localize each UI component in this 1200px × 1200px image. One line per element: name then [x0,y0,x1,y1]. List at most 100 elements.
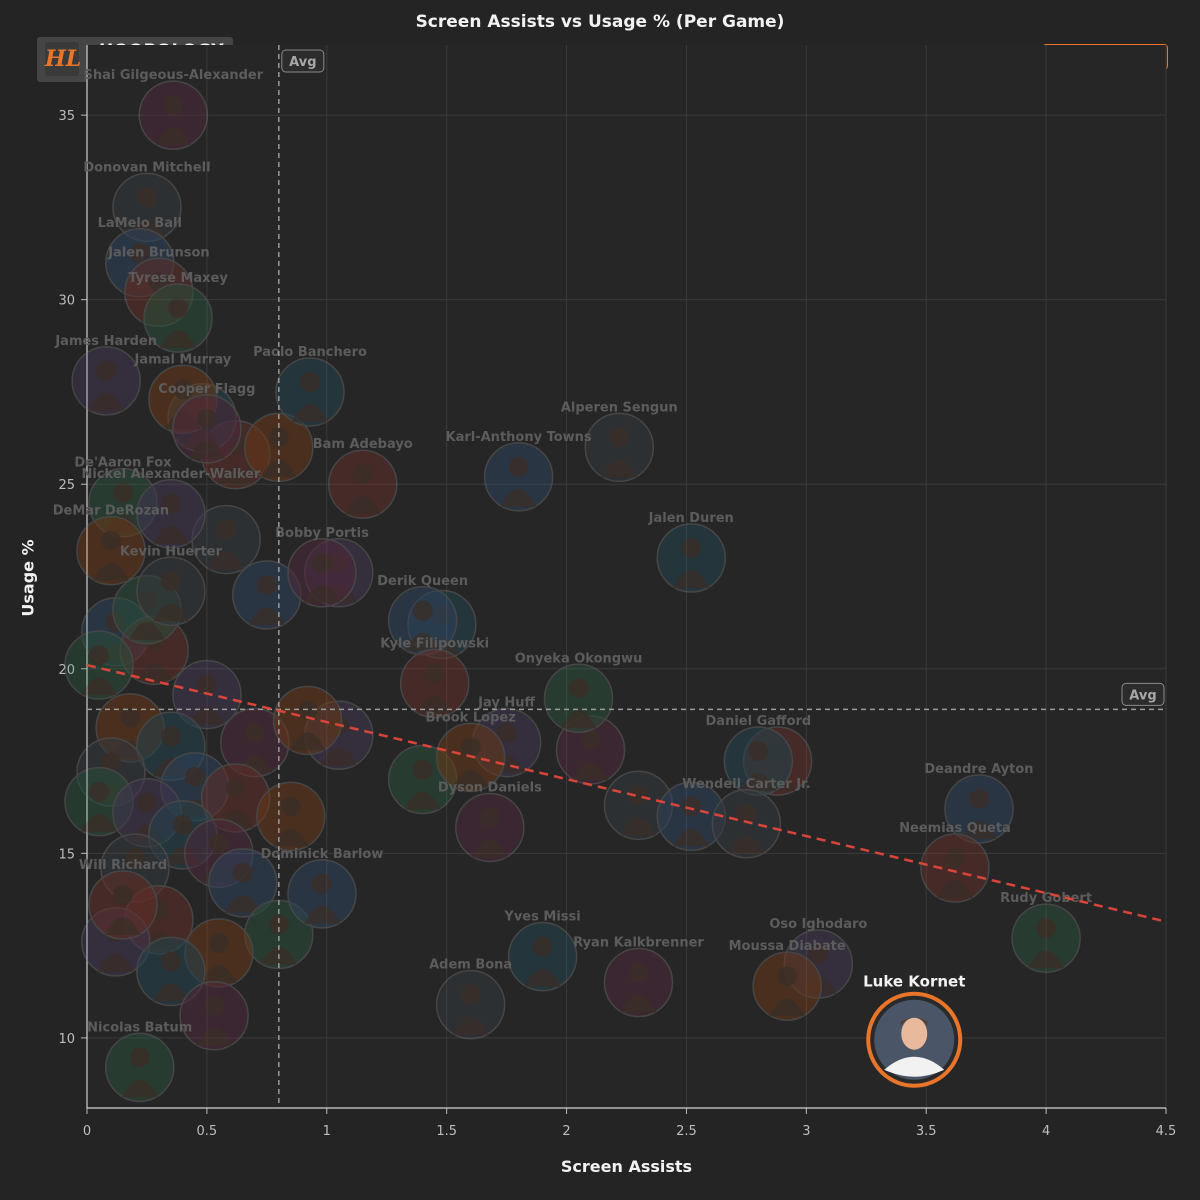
player-head [681,796,702,817]
player-head [216,519,237,540]
player-shoulders [303,905,340,924]
player-head [352,464,373,485]
player-head [268,914,289,935]
player-name-label: Neemias Queta [899,821,1011,836]
player-bubble [136,711,206,782]
player-name-label: Kyle Filipowski [380,637,489,652]
player-bubble [191,504,261,575]
player-head [580,729,601,750]
player-head [163,95,184,116]
player-bubble [723,726,794,796]
player-head [120,707,141,728]
player-name-label: Paolo Banchero [253,345,367,360]
player-name-label: Dyson Daniels [438,780,542,795]
x-tick-label: 2.5 [676,1124,697,1139]
player-shoulders [560,710,597,729]
player-shoulders [200,865,237,884]
player-shoulders [92,784,129,803]
player-shoulders [208,551,245,570]
player-shoulders [160,330,197,349]
plot-background [87,45,1166,1108]
player-name-label: Karl-Anthony Towns [446,430,592,445]
player-bubble [742,726,813,796]
player-head [96,360,117,381]
player-bubble [160,752,230,822]
player-head [479,807,500,828]
player-bubble [88,870,158,940]
player-bubble [179,980,249,1051]
player-bubble [920,833,990,903]
player-head [311,873,332,894]
player-bubble [143,283,213,353]
player-shoulders [188,706,225,725]
player-name-label: Donovan Mitchell [83,160,210,175]
y-axis-title: Usage % [18,539,38,617]
player-name-label: Onyeka Okongwu [515,651,643,666]
player-head [136,187,157,208]
player-shoulders [152,758,189,777]
player-bubble [944,774,1014,844]
player-bubble [656,781,726,852]
player-bubble [752,951,822,1021]
player-head [628,785,649,806]
x-tick-label: 1 [323,1124,331,1139]
chart-title: Screen Assists vs Usage % (Per Game) [415,12,785,32]
player-bubble [76,515,146,586]
player-bubble [167,383,237,453]
player-bubble [507,921,578,992]
player-head [628,962,649,983]
player-head [244,722,265,743]
player-head [196,408,217,429]
player-head [172,814,193,835]
player-shoulders [152,603,189,622]
player-bubble [483,442,554,512]
player-shoulders [164,411,201,430]
player-bubble [184,918,254,988]
x-tick-label: 4.5 [1156,1124,1177,1139]
player-head [172,379,193,400]
player-shoulders [289,732,326,751]
player-head [232,862,253,883]
player-shoulders [601,459,638,478]
player-shoulders [97,953,134,972]
player-head [88,645,109,666]
player-head [160,571,181,592]
player-name-label: Tyrese Maxey [128,271,228,286]
player-head [168,298,189,319]
highlight-face [901,1017,928,1050]
player-bubble [275,357,345,427]
player-name-label: Nickel Alexander-Walker [81,467,260,482]
player-bubble [208,848,278,918]
player-shoulders [452,769,489,788]
player-head [609,427,630,448]
trendline [86,663,1167,923]
player-shoulders [128,219,165,238]
player-bubble [603,947,674,1018]
player-name-label: James Harden [54,334,157,349]
player-name-label: Cooper Flagg [158,382,255,397]
player-name-label: Will Richard [79,858,167,873]
player-name-label: Deandre Ayton [924,762,1033,777]
player-name-label: Kevin Huerter [120,544,223,559]
player-head [105,611,126,632]
player-shoulders [217,466,254,485]
player-shoulders [800,976,837,995]
player-bubble [1011,903,1081,973]
player-shoulders [759,773,796,792]
highlight-jersey [884,1056,945,1077]
player-head [944,848,965,869]
y-tick-label: 30 [58,294,75,309]
player-name-label: Jay Huff [477,696,535,711]
player-bubble [272,685,343,756]
player-shoulders [740,773,777,792]
player-head [328,552,349,573]
player-shoulders [272,828,309,847]
player-shoulders [88,392,125,411]
player-head [280,796,301,817]
player-shoulders [188,440,225,459]
player-name-label: De'Aaron Fox [74,456,172,471]
player-bubble [124,257,194,328]
player-shoulders [936,880,973,899]
player-name-label: Jalen Duren [648,511,734,526]
player-shoulders [155,127,192,146]
